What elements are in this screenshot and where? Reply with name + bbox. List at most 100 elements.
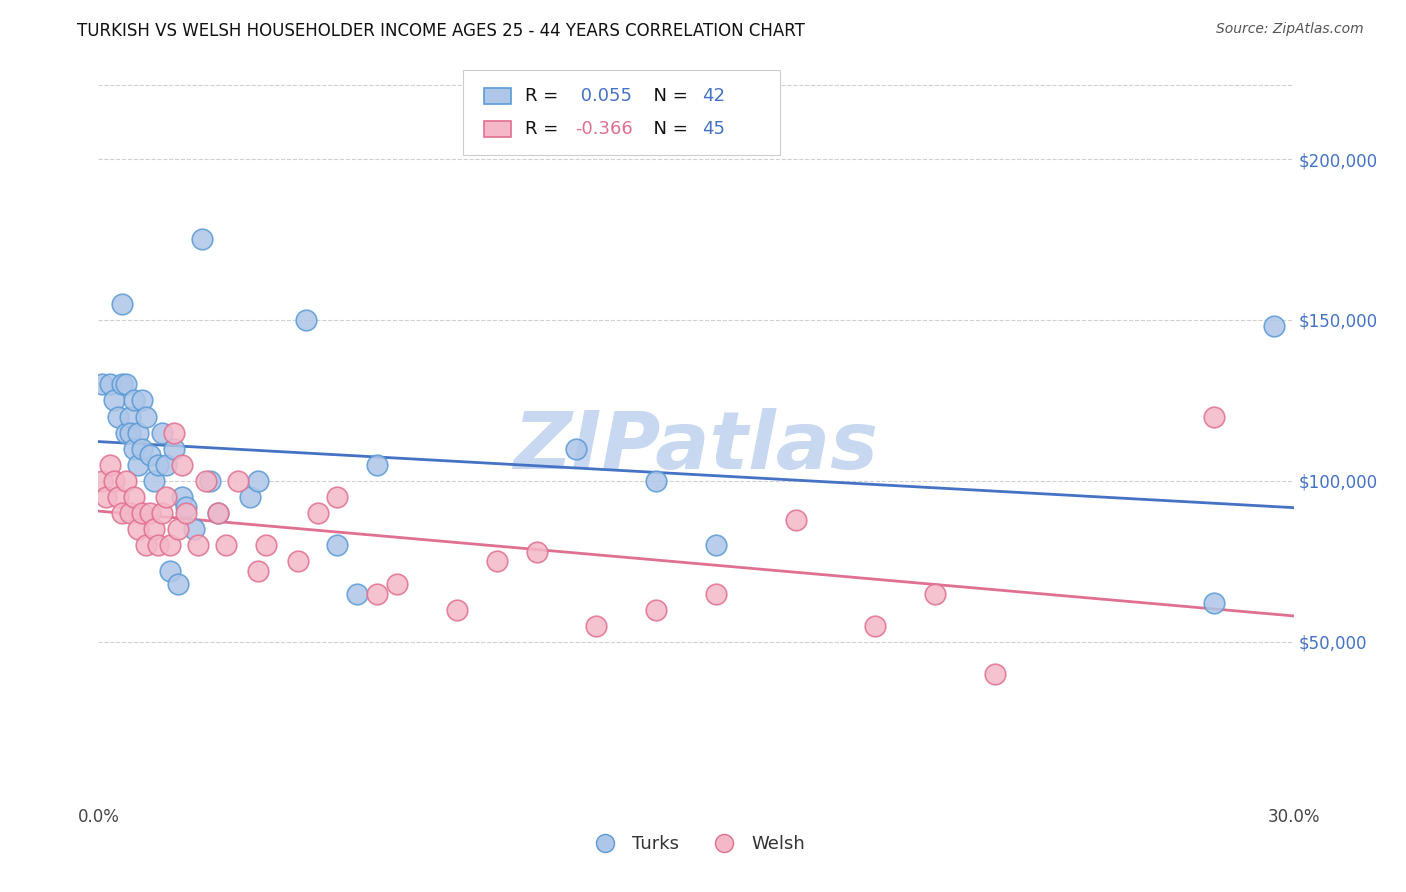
Point xyxy=(195,474,218,488)
Point xyxy=(120,425,142,440)
Text: Source: ZipAtlas.com: Source: ZipAtlas.com xyxy=(1216,22,1364,37)
Point xyxy=(704,538,727,552)
Point xyxy=(172,458,194,472)
Point xyxy=(226,474,249,488)
Point xyxy=(191,232,214,246)
Text: R =: R = xyxy=(524,87,564,104)
Point xyxy=(127,522,149,536)
Point xyxy=(98,377,122,392)
Point xyxy=(287,554,309,568)
Point xyxy=(127,425,149,440)
Bar xyxy=(485,121,510,137)
Point xyxy=(704,586,727,600)
Point xyxy=(131,442,153,456)
Point xyxy=(485,554,508,568)
Point xyxy=(183,522,205,536)
Point xyxy=(103,474,125,488)
Point xyxy=(585,619,607,633)
Point xyxy=(187,538,209,552)
Point xyxy=(924,586,946,600)
Point xyxy=(174,500,197,514)
Bar xyxy=(463,70,780,155)
Point xyxy=(135,538,157,552)
Point xyxy=(91,377,114,392)
Point xyxy=(526,545,548,559)
Point xyxy=(124,442,146,456)
Point xyxy=(155,490,177,504)
Point xyxy=(111,297,134,311)
Point xyxy=(215,538,238,552)
Point xyxy=(91,474,114,488)
Point xyxy=(127,458,149,472)
Point xyxy=(326,538,349,552)
Point xyxy=(167,522,190,536)
Point xyxy=(148,538,170,552)
Point xyxy=(172,490,194,504)
Point xyxy=(207,506,229,520)
Point xyxy=(98,458,122,472)
Point xyxy=(120,506,142,520)
Point xyxy=(111,506,134,520)
Point xyxy=(446,602,468,616)
Point xyxy=(198,474,221,488)
Text: R =: R = xyxy=(524,120,564,138)
Point xyxy=(131,506,153,520)
Point xyxy=(294,313,316,327)
Point xyxy=(385,577,409,591)
Point xyxy=(150,506,173,520)
Text: 0.055: 0.055 xyxy=(575,87,633,104)
Point xyxy=(1202,409,1225,424)
Point xyxy=(246,564,269,578)
Point xyxy=(366,586,388,600)
Point xyxy=(565,442,588,456)
Point xyxy=(984,667,1007,681)
Point xyxy=(1263,319,1285,334)
Point xyxy=(115,474,138,488)
Point xyxy=(785,512,807,526)
Point xyxy=(239,490,262,504)
Point xyxy=(174,506,197,520)
Point xyxy=(326,490,349,504)
Point xyxy=(865,619,887,633)
Point xyxy=(148,458,170,472)
Point xyxy=(207,506,229,520)
Point xyxy=(107,490,129,504)
Point xyxy=(115,425,138,440)
Text: N =: N = xyxy=(643,87,693,104)
Point xyxy=(124,490,146,504)
Point xyxy=(131,393,153,408)
Point xyxy=(107,409,129,424)
Point xyxy=(103,393,125,408)
Point xyxy=(115,377,138,392)
Text: -0.366: -0.366 xyxy=(575,120,633,138)
Text: TURKISH VS WELSH HOUSEHOLDER INCOME AGES 25 - 44 YEARS CORRELATION CHART: TURKISH VS WELSH HOUSEHOLDER INCOME AGES… xyxy=(77,22,806,40)
Point xyxy=(645,474,668,488)
Point xyxy=(645,602,668,616)
Point xyxy=(167,577,190,591)
Point xyxy=(1202,596,1225,610)
Text: 45: 45 xyxy=(702,120,725,138)
Point xyxy=(159,564,181,578)
Bar xyxy=(485,87,510,103)
Point xyxy=(346,586,368,600)
Text: 42: 42 xyxy=(702,87,725,104)
Legend: Turks, Welsh: Turks, Welsh xyxy=(579,828,813,861)
Point xyxy=(163,425,186,440)
Point xyxy=(307,506,329,520)
Point xyxy=(124,393,146,408)
Point xyxy=(163,442,186,456)
Text: N =: N = xyxy=(643,120,693,138)
Text: ZIPatlas: ZIPatlas xyxy=(513,409,879,486)
Point xyxy=(150,425,173,440)
Point xyxy=(96,490,118,504)
Point xyxy=(139,448,162,462)
Point xyxy=(139,506,162,520)
Point xyxy=(143,474,166,488)
Point xyxy=(135,409,157,424)
Point xyxy=(366,458,388,472)
Point xyxy=(159,538,181,552)
Point xyxy=(143,522,166,536)
Point xyxy=(120,409,142,424)
Point xyxy=(246,474,269,488)
Point xyxy=(111,377,134,392)
